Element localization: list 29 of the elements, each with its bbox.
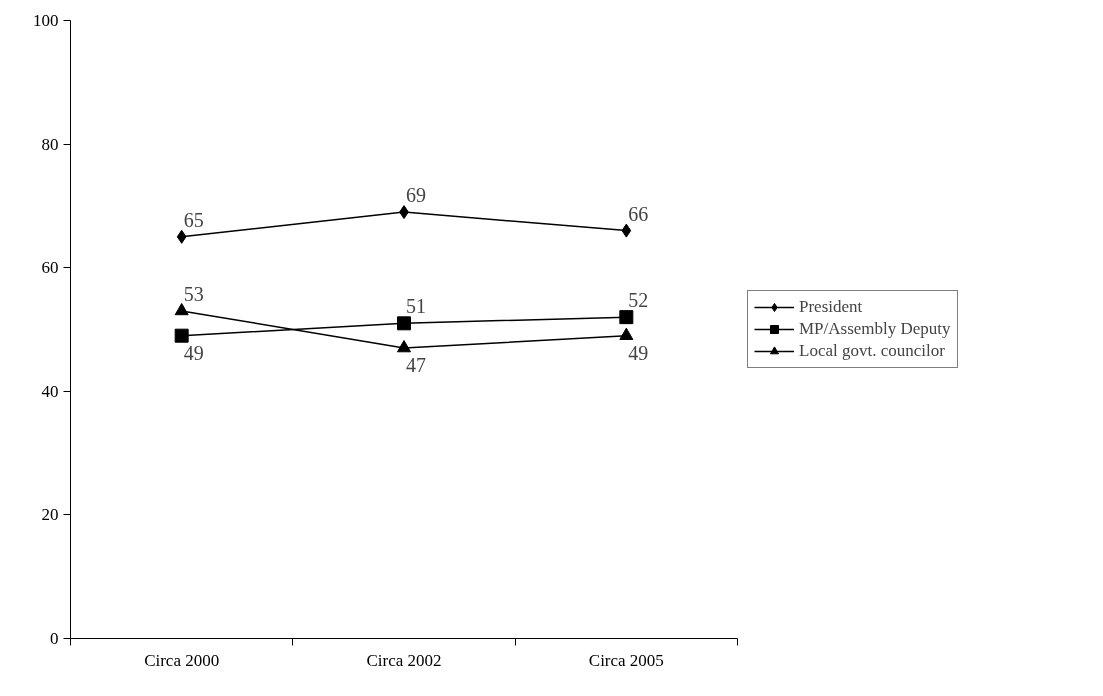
y-tick-label: 0	[50, 629, 59, 648]
point	[619, 327, 634, 340]
x-tick-label: Circa 2005	[588, 650, 664, 670]
data-label: 49	[183, 341, 204, 364]
data-label: 53	[183, 282, 204, 305]
y-tick-label: 40	[41, 381, 59, 401]
point	[397, 340, 411, 353]
point	[176, 229, 187, 244]
point	[174, 302, 189, 316]
point	[621, 223, 632, 238]
data-label: 65	[183, 208, 204, 231]
y-tick-label: 60	[41, 258, 59, 278]
legend-label: MP/Assembly Deputy	[799, 319, 951, 339]
point	[619, 310, 634, 325]
data-label: 47	[406, 354, 426, 377]
data-label: 69	[406, 184, 426, 207]
x-tick-label: Circa 2002	[366, 650, 442, 670]
data-label: 52	[628, 289, 649, 312]
y-tick-label: 20	[41, 505, 59, 525]
legend-label: Local govt. councilor	[799, 341, 945, 361]
point	[397, 316, 411, 331]
y-tick-label: 80	[41, 134, 59, 154]
y-tick-label: 100	[33, 11, 59, 30]
data-label: 66	[628, 202, 649, 225]
x-tick-label: Circa 2000	[144, 650, 220, 670]
data-label: 51	[406, 295, 426, 318]
legend-label: President	[799, 297, 863, 317]
data-label: 49	[628, 341, 649, 364]
point	[174, 328, 189, 343]
